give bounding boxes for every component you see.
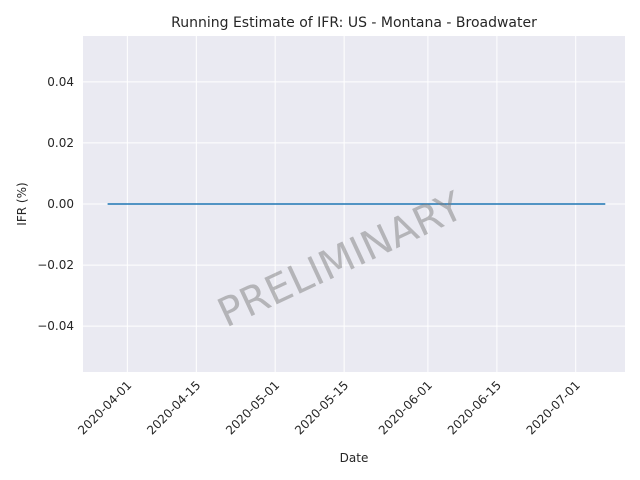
y-tick-labels: −0.04 −0.02 0.00 0.02 0.04 <box>37 75 74 333</box>
x-tick-label: 2020-04-01 <box>75 378 134 437</box>
x-tick-label: 2020-05-15 <box>292 378 351 437</box>
x-tick-labels: 2020-04-01 2020-04-15 2020-05-01 2020-05-15… <box>75 378 583 437</box>
y-tick-label: −0.02 <box>37 258 74 272</box>
x-axis-label: Date <box>340 451 369 465</box>
x-tick-label: 2020-06-15 <box>445 378 504 437</box>
y-tick-label: 0.02 <box>47 136 74 150</box>
y-tick-label: 0.00 <box>47 197 74 211</box>
y-tick-label: 0.04 <box>47 75 74 89</box>
chart-title: Running Estimate of IFR: US - Montana - … <box>171 15 537 31</box>
x-tick-label: 2020-04-15 <box>144 378 203 437</box>
y-tick-label: −0.04 <box>37 319 74 333</box>
x-tick-label: 2020-06-01 <box>376 378 435 437</box>
x-tick-label: 2020-05-01 <box>223 378 282 437</box>
x-tick-label: 2020-07-01 <box>524 378 583 437</box>
y-axis-label: IFR (%) <box>15 182 29 225</box>
